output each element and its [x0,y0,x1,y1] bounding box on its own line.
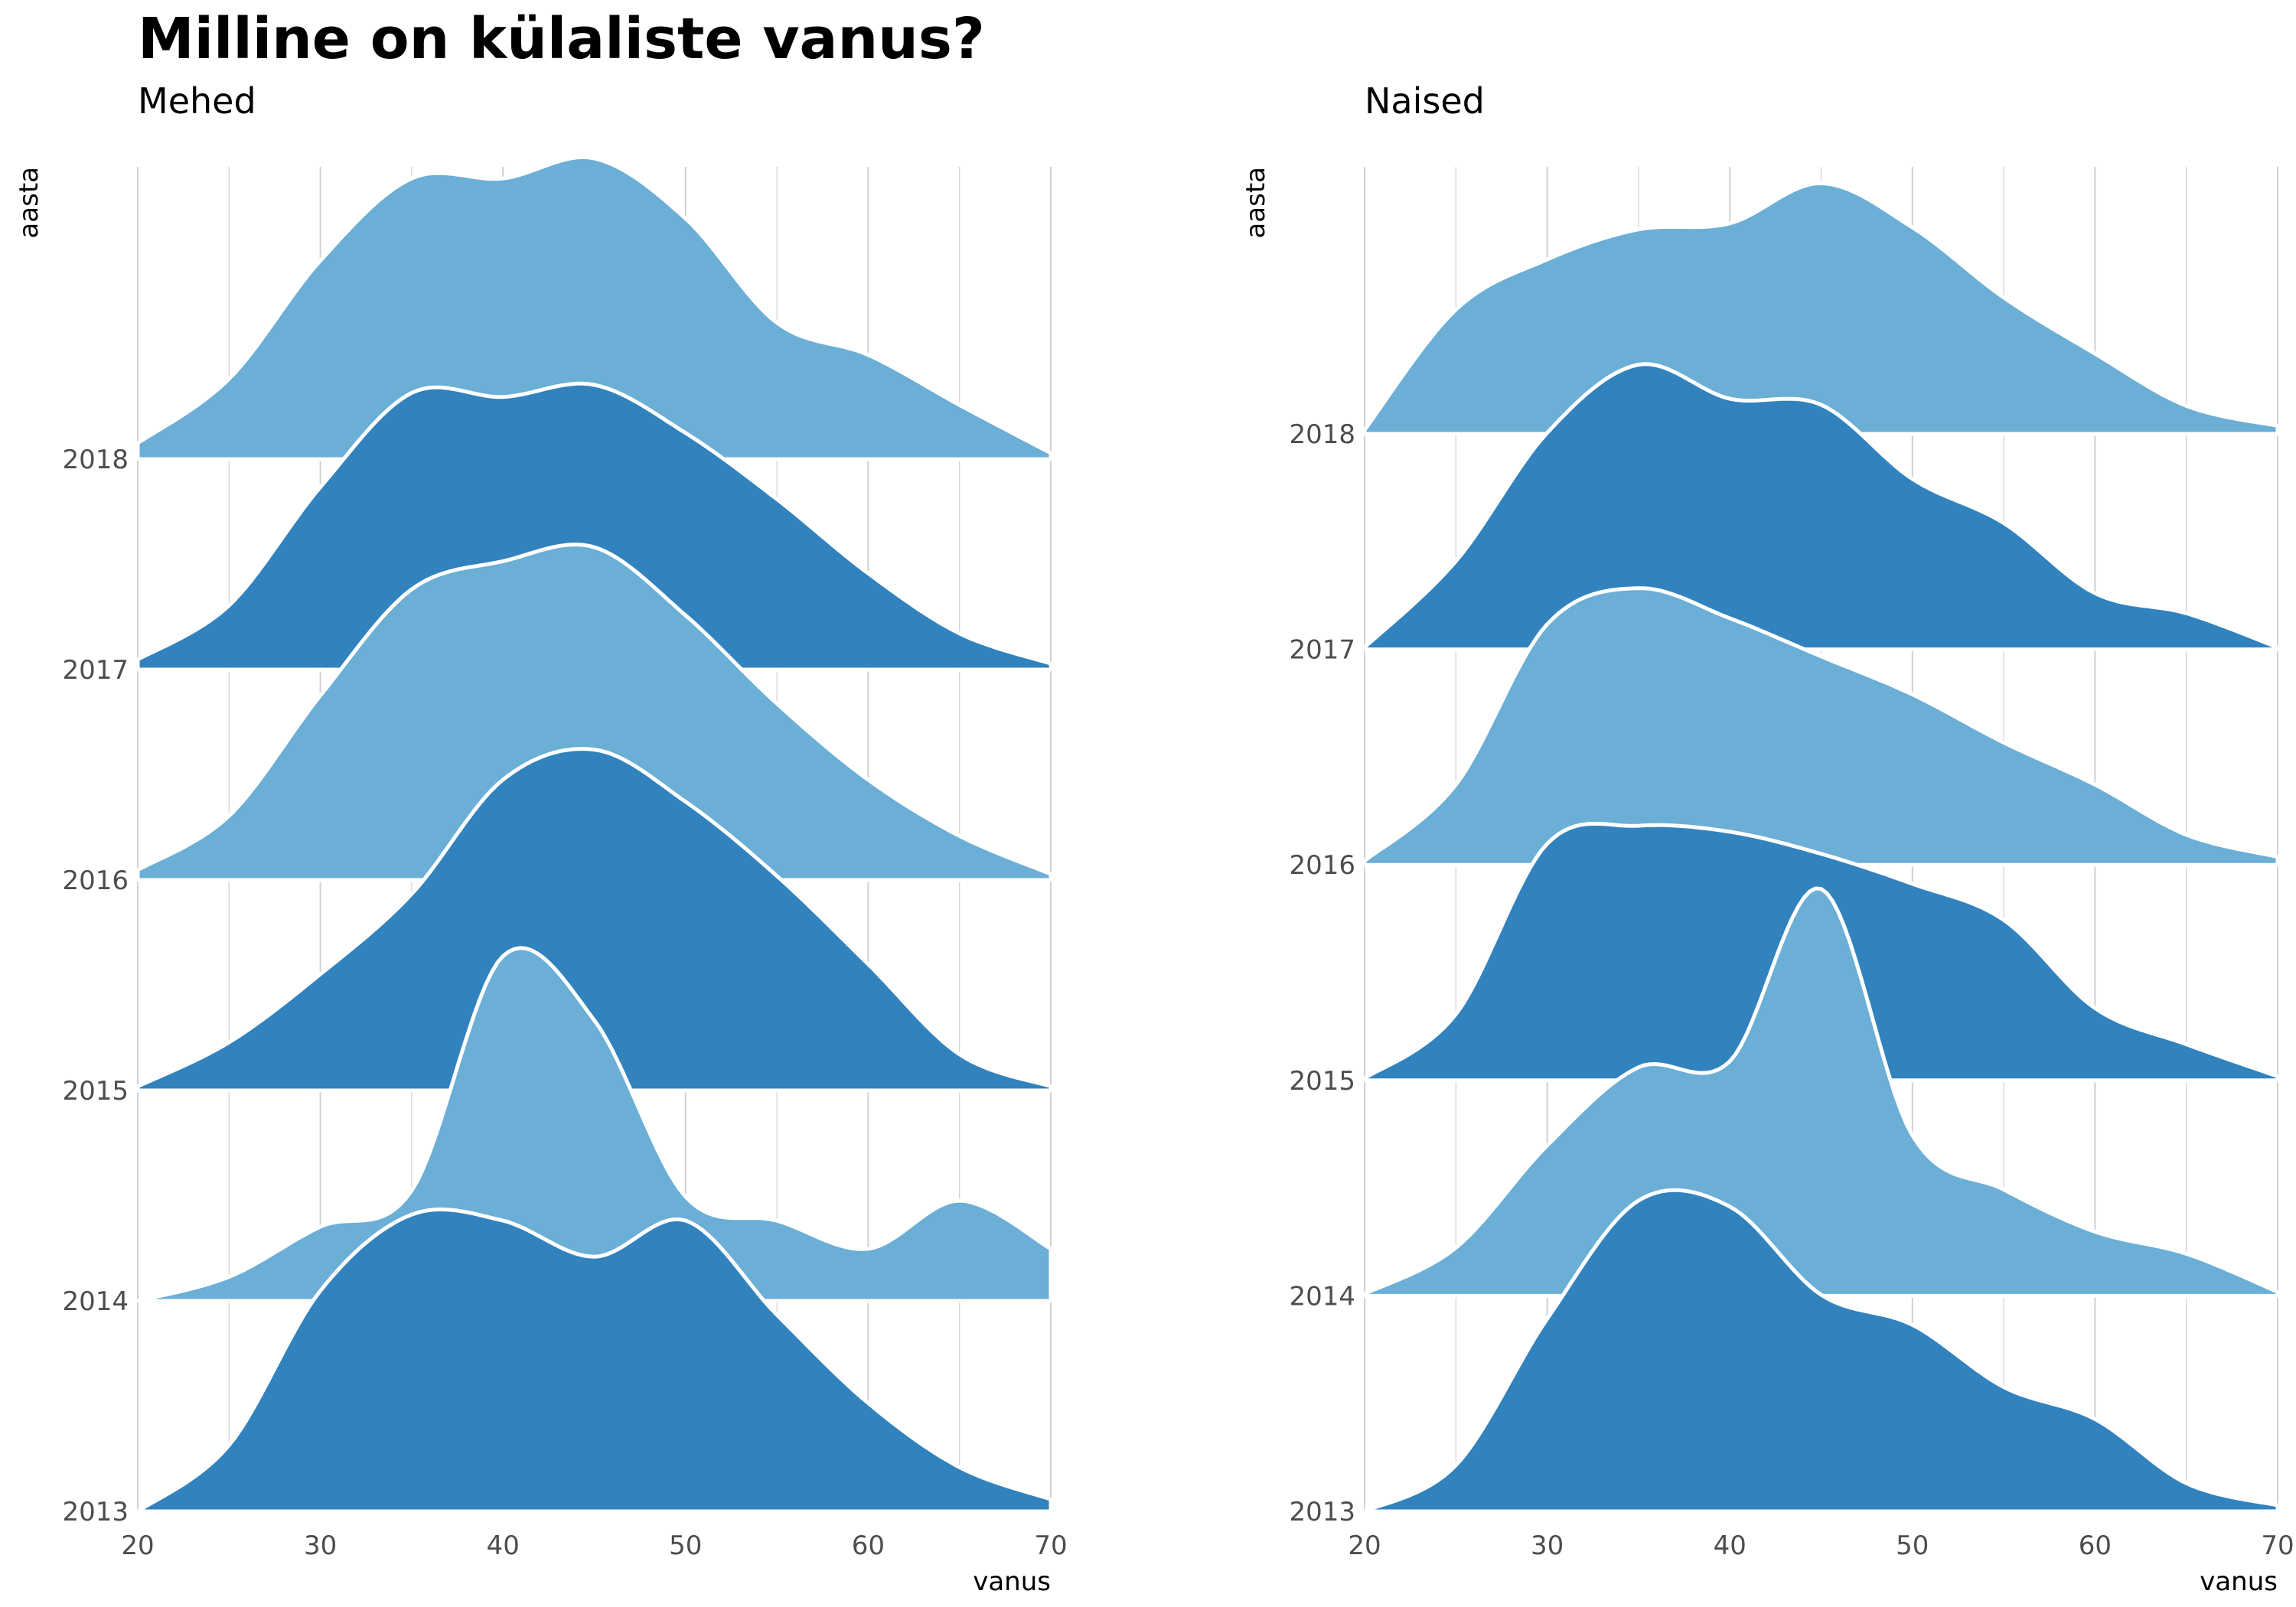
y-tick-label-2017: 2017 [1289,635,1355,666]
panel-subtitle-women: Naised [1365,80,1485,122]
y-tick-label-2016: 2016 [1289,850,1355,881]
panel-men: 2013 2014 2015 2016 2017 2018 20 30 40 50 60 70 vanu… [14,155,1068,1597]
x-axis-title: vanus [2200,1566,2278,1597]
x-tick-label: 30 [304,1530,337,1561]
y-tick-label-2016: 2016 [62,865,129,896]
y-tick-label-2018: 2018 [62,445,129,475]
x-tick-label: 30 [1531,1530,1564,1561]
ridge-2016 [1362,586,2280,867]
ridge-2018 [1362,181,2280,436]
y-tick-label-2018: 2018 [1289,419,1355,450]
x-tick-label: 20 [1348,1530,1381,1561]
panel-women: 2013 2014 2015 2016 2017 2018 20 30 40 50 60 70 vanu… [1241,167,2294,1597]
chart-title: Milline on külaliste vanus? [138,6,985,72]
y-tick-label-2014: 2014 [1289,1281,1355,1312]
y-tick-label-2015: 2015 [1289,1066,1355,1097]
ridge-2013 [135,1207,1053,1514]
y-tick-label-2015: 2015 [62,1076,129,1107]
y-tick-label-2017: 2017 [62,655,129,686]
ridge-2017 [135,381,1053,672]
x-tick-label: 60 [2079,1530,2112,1561]
ridge-2018 [135,155,1053,461]
x-tick-label: 20 [121,1530,154,1561]
x-axis-title: vanus [973,1566,1051,1597]
ridge-2017 [1362,362,2280,652]
x-tick-label: 40 [1714,1530,1746,1561]
y-tick-label-2013: 2013 [62,1497,129,1527]
x-tick-label: 60 [852,1530,885,1561]
x-tick-label: 50 [1896,1530,1929,1561]
panel-subtitle-men: Mehed [138,80,256,122]
y-axis-title: aasta [14,167,44,239]
ridge-2013 [1362,1188,2280,1514]
ridge-2016 [135,543,1053,882]
x-tick-label: 70 [1034,1530,1067,1561]
y-tick-label-2013: 2013 [1289,1497,1355,1527]
y-axis-title: aasta [1241,167,1271,239]
x-tick-label: 50 [669,1530,702,1561]
y-tick-label-2014: 2014 [62,1286,129,1317]
ridge-2014 [1362,886,2280,1298]
x-tick-label: 70 [2261,1530,2294,1561]
x-tick-label: 40 [487,1530,520,1561]
ridge-2015 [135,747,1053,1093]
ridge-2014 [135,946,1053,1303]
